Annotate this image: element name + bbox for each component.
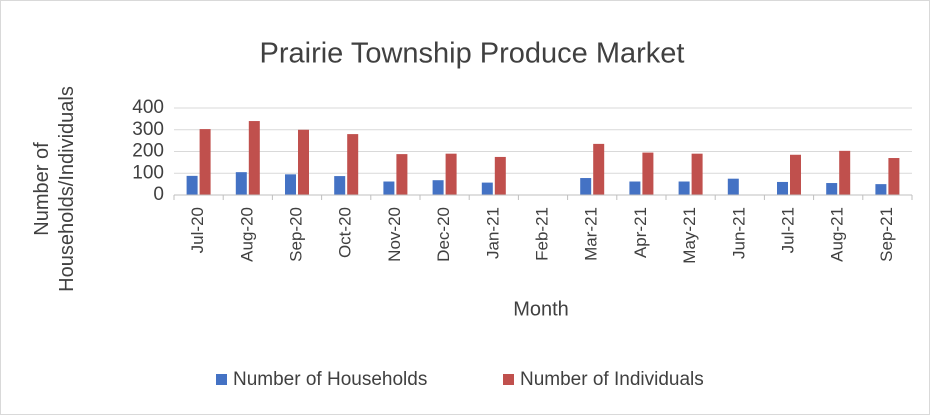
bar bbox=[642, 152, 654, 195]
legend-swatch bbox=[216, 374, 227, 385]
x-tick-label: Aug-20 bbox=[237, 207, 256, 262]
bar bbox=[383, 181, 395, 195]
bar bbox=[347, 134, 359, 195]
x-tick-label: Nov-20 bbox=[385, 207, 404, 262]
bar bbox=[888, 158, 900, 195]
x-tick-label: Sep-21 bbox=[877, 207, 896, 262]
bar bbox=[334, 176, 346, 195]
y-tick-label: 400 bbox=[132, 97, 164, 118]
bar bbox=[285, 174, 296, 195]
x-tick-label: Jun-21 bbox=[729, 207, 748, 259]
x-tick-label: Mar-21 bbox=[582, 207, 601, 261]
x-tick-label: Dec-20 bbox=[434, 207, 453, 262]
legend-label: Number of Households bbox=[233, 369, 427, 390]
bar bbox=[629, 181, 641, 195]
bar bbox=[839, 150, 851, 195]
bar bbox=[186, 175, 198, 195]
legend-label: Number of Individuals bbox=[520, 369, 704, 390]
x-axis-title: Month bbox=[513, 298, 569, 320]
x-tick-label: Sep-20 bbox=[286, 207, 305, 262]
y-tick-label: 100 bbox=[132, 162, 164, 183]
y-tick-label: 0 bbox=[153, 184, 164, 205]
x-tick-label: Apr-21 bbox=[631, 207, 650, 258]
x-tick-label: Feb-21 bbox=[532, 207, 551, 261]
bar bbox=[790, 154, 801, 195]
bar bbox=[396, 154, 408, 195]
chart-title: Prairie Township Produce Market bbox=[260, 38, 685, 70]
x-tick-label: May-21 bbox=[680, 207, 699, 264]
bar bbox=[875, 184, 887, 195]
x-tick-label: Oct-20 bbox=[336, 207, 355, 258]
bar bbox=[678, 181, 690, 195]
bar bbox=[777, 181, 788, 195]
x-tick-label: Aug-21 bbox=[828, 207, 847, 262]
bar bbox=[494, 156, 506, 195]
bar bbox=[199, 129, 211, 195]
y-tick-label: 300 bbox=[132, 119, 164, 140]
bar bbox=[235, 172, 247, 195]
x-tick-label: Jul-20 bbox=[188, 207, 207, 253]
legend-swatch bbox=[503, 374, 514, 385]
bar bbox=[727, 178, 739, 195]
bar bbox=[580, 178, 592, 195]
bar bbox=[298, 129, 309, 195]
x-tick-label: Jul-21 bbox=[778, 207, 797, 253]
bar bbox=[432, 180, 444, 195]
bar bbox=[691, 153, 703, 195]
x-tick-label: Jan-21 bbox=[483, 207, 502, 259]
bar bbox=[248, 121, 260, 195]
bar bbox=[445, 153, 457, 195]
bar bbox=[593, 143, 605, 195]
bar bbox=[481, 182, 493, 195]
bar bbox=[826, 183, 838, 195]
y-axis-title: Number of Households/Individuals bbox=[31, 86, 78, 292]
y-tick-label: 200 bbox=[132, 141, 164, 162]
